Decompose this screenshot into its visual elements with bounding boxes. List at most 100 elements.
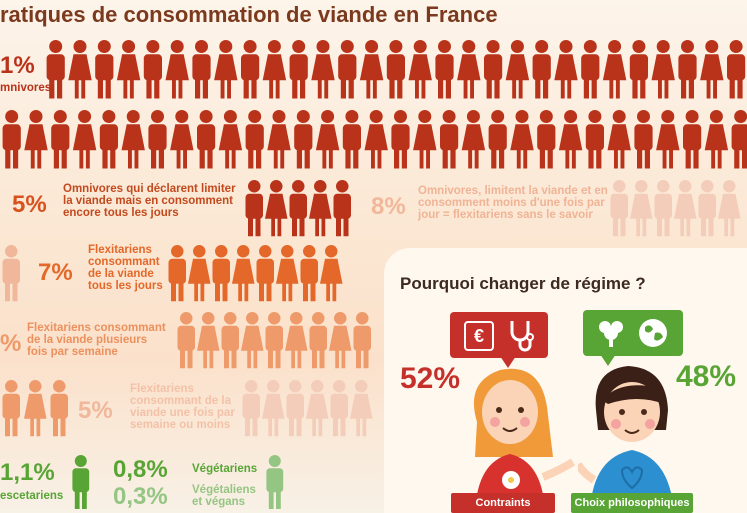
person-icon bbox=[50, 380, 68, 437]
person-icon bbox=[585, 110, 604, 169]
person-icon bbox=[330, 380, 348, 437]
person-icon bbox=[241, 312, 264, 369]
tree-icon bbox=[599, 321, 623, 347]
person-icon bbox=[165, 40, 189, 99]
pct-limit-daily: 5% bbox=[12, 191, 47, 218]
person-icon bbox=[532, 40, 551, 99]
person-icon bbox=[262, 380, 285, 437]
person-icon bbox=[607, 110, 631, 169]
person-icon bbox=[537, 110, 556, 169]
person-icon bbox=[634, 110, 653, 169]
person-icon bbox=[435, 40, 454, 99]
label-pescetarians: escetariens bbox=[0, 490, 64, 502]
label-flexi-rare: Flexitariens consommant de la viande une… bbox=[130, 383, 235, 431]
person-icon bbox=[300, 245, 318, 302]
person-icon bbox=[168, 245, 186, 302]
person-icon bbox=[683, 110, 702, 169]
person-icon bbox=[294, 110, 313, 169]
person-icon bbox=[266, 455, 284, 509]
label-flexi-unaware: Omnivores, limitent la viande et en cons… bbox=[418, 185, 608, 221]
person-icon bbox=[245, 110, 264, 169]
pct-vegans: 0,3% bbox=[113, 483, 168, 510]
person-icon bbox=[457, 40, 481, 99]
person-icon bbox=[289, 180, 307, 237]
person-icon bbox=[256, 245, 274, 302]
person-icon bbox=[289, 40, 308, 99]
label-vegans: Végétaliens et végans bbox=[192, 484, 256, 508]
person-icon bbox=[629, 40, 648, 99]
person-icon bbox=[197, 312, 220, 369]
pct-flexi-weekly: % bbox=[0, 330, 22, 357]
person-icon bbox=[286, 380, 304, 437]
pct-vegetarians: 0,8% bbox=[113, 456, 168, 483]
pct-flexi-rare: 5% bbox=[78, 397, 113, 424]
person-icon bbox=[610, 180, 628, 237]
person-icon bbox=[51, 110, 70, 169]
omnivores-row-1 bbox=[46, 40, 746, 99]
person-icon bbox=[192, 40, 211, 99]
person-icon bbox=[177, 312, 195, 369]
person-icon bbox=[727, 40, 746, 99]
label-philosophical: Choix philosophiques bbox=[571, 493, 693, 513]
person-icon bbox=[651, 40, 675, 99]
person-icon bbox=[558, 110, 583, 169]
person-icon bbox=[245, 180, 263, 237]
person-icon bbox=[2, 110, 21, 169]
person-icon bbox=[704, 110, 729, 169]
person-icon bbox=[218, 110, 243, 169]
label-flexi-daily: Flexitariens consommant de la viande tou… bbox=[88, 244, 163, 292]
person-icon bbox=[731, 110, 747, 169]
person-icon bbox=[242, 380, 260, 437]
person-icon bbox=[320, 245, 343, 302]
person-icon bbox=[440, 110, 459, 169]
omnivores-row-2 bbox=[2, 110, 747, 169]
person-icon bbox=[309, 180, 332, 237]
person-icon bbox=[656, 110, 680, 169]
flexi-rare-row-left bbox=[2, 380, 68, 437]
cost-health-bubble: € bbox=[450, 312, 548, 358]
person-icon bbox=[241, 40, 260, 99]
person-icon bbox=[2, 245, 20, 302]
philosophical-person bbox=[578, 366, 674, 513]
person-icon bbox=[678, 40, 697, 99]
flexi-weekly-row bbox=[177, 312, 371, 369]
person-icon bbox=[143, 40, 162, 99]
cost-bubble-tail bbox=[500, 356, 516, 368]
person-icon bbox=[413, 110, 437, 169]
person-icon bbox=[364, 110, 388, 169]
person-icon bbox=[342, 110, 361, 169]
person-icon bbox=[2, 380, 20, 437]
person-icon bbox=[276, 245, 299, 302]
person-icon bbox=[674, 180, 697, 237]
person-icon bbox=[408, 40, 432, 99]
person-icon bbox=[72, 110, 97, 169]
person-icon bbox=[338, 40, 357, 99]
person-icon bbox=[353, 312, 371, 369]
label-vegetarians: Végétariens bbox=[192, 463, 258, 475]
pct-flexi-daily: 7% bbox=[38, 259, 73, 286]
person-icon bbox=[265, 312, 283, 369]
person-icon bbox=[212, 245, 230, 302]
person-icon bbox=[630, 180, 653, 237]
philosophy-bubble bbox=[583, 310, 683, 356]
label-limit-daily: Omnivores qui déclarent limiter la viand… bbox=[63, 183, 236, 219]
flexi-rare-row-right bbox=[242, 380, 373, 437]
person-icon bbox=[554, 40, 578, 99]
euro-icon: € bbox=[464, 321, 494, 351]
label-omnivores: mnivores bbox=[0, 82, 52, 94]
page-title: ratiques de consommation de viande en Fr… bbox=[0, 2, 498, 27]
globe-icon bbox=[639, 319, 667, 347]
person-icon bbox=[24, 380, 47, 437]
person-icon bbox=[484, 40, 503, 99]
flexi-unaware-row bbox=[610, 180, 741, 237]
person-icon bbox=[232, 245, 255, 302]
person-icon bbox=[386, 40, 405, 99]
pct-flexi-unaware: 8% bbox=[371, 193, 406, 220]
person-icon bbox=[197, 110, 216, 169]
philosophy-bubble-tail bbox=[600, 354, 616, 366]
limit-daily-row bbox=[245, 180, 351, 237]
person-icon bbox=[267, 110, 291, 169]
person-icon bbox=[461, 110, 486, 169]
person-icon bbox=[311, 40, 335, 99]
pct-pescetarians: 1,1% bbox=[0, 459, 55, 486]
